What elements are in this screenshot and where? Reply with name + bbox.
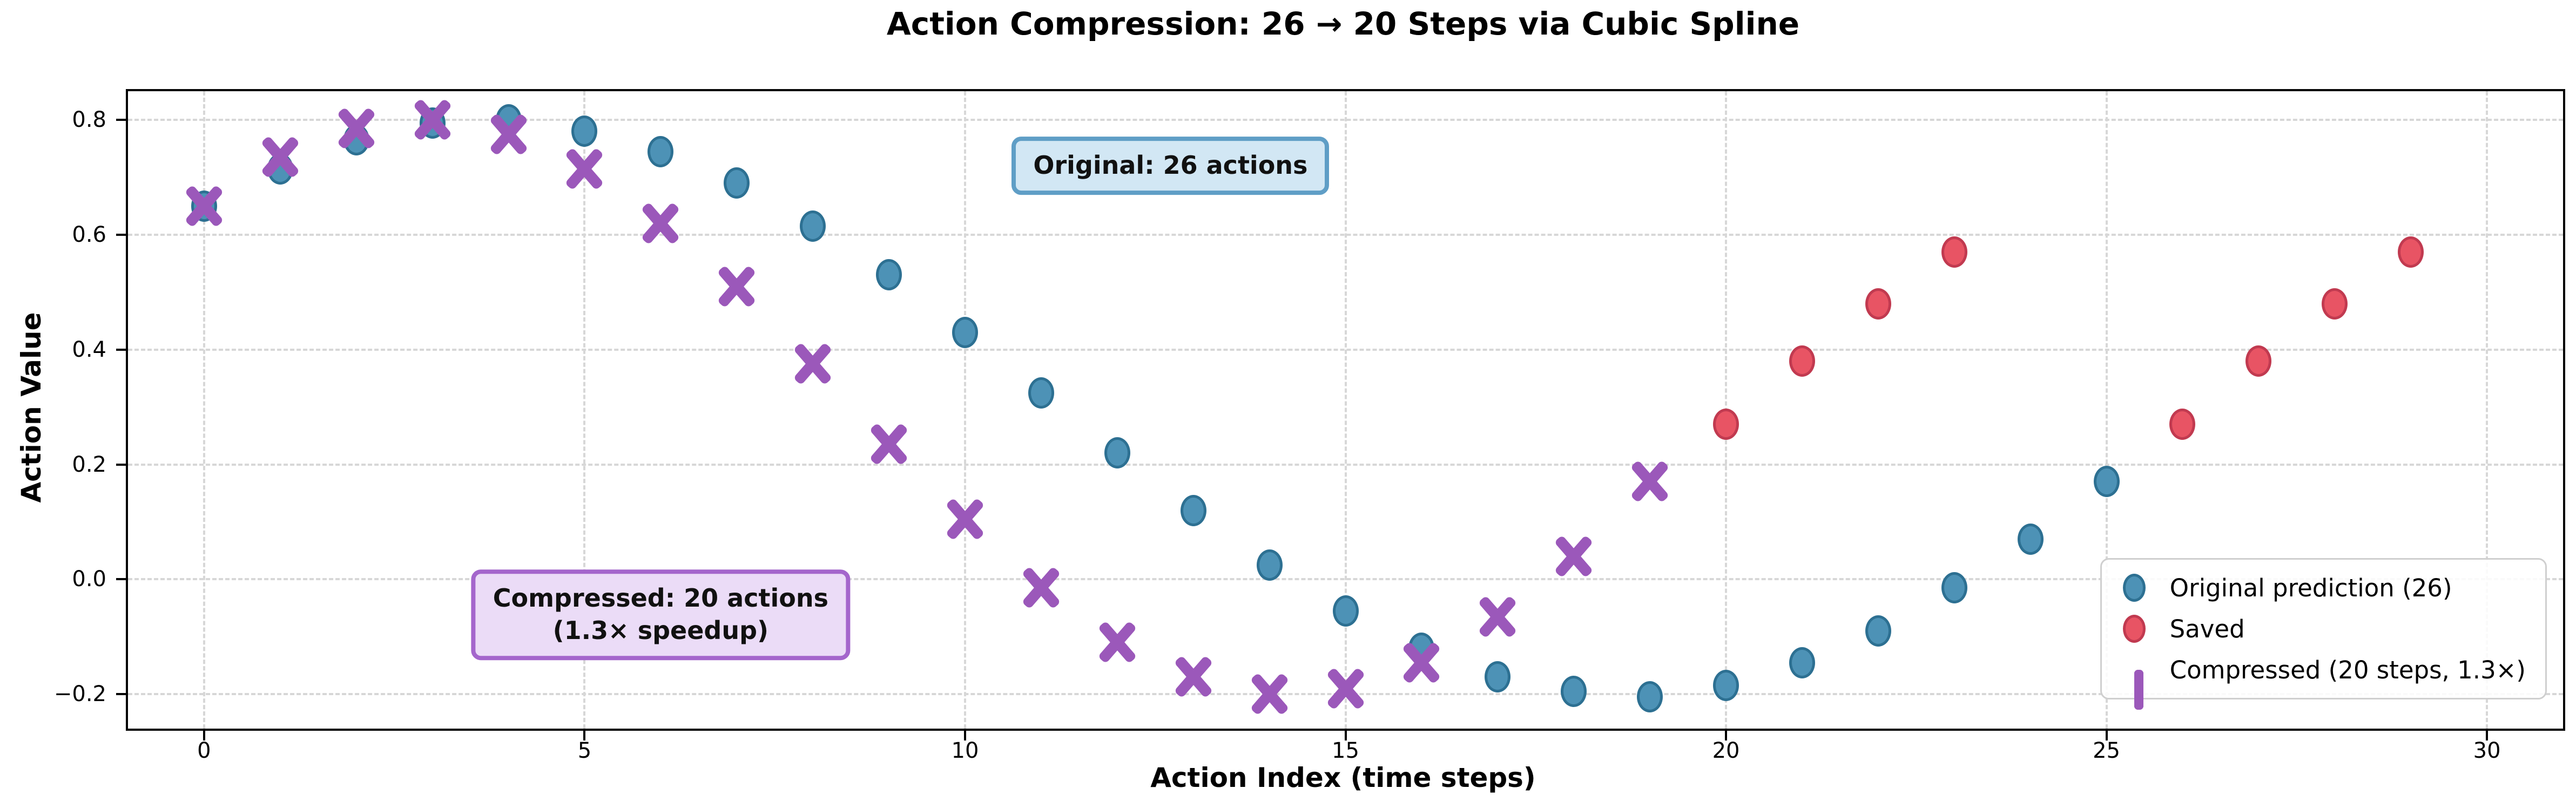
- y-tick-label: 0.4: [72, 337, 106, 362]
- data-point-compressed: [1021, 566, 1061, 610]
- x-tick-mark: [1344, 731, 1347, 740]
- data-point-original: [1637, 681, 1663, 713]
- data-point-original: [1789, 647, 1815, 678]
- y-tick-mark: [116, 578, 126, 581]
- data-point-compressed: [565, 147, 604, 191]
- data-point-saved: [1865, 288, 1891, 320]
- data-point-original: [1256, 549, 1283, 581]
- data-point-compressed: [489, 113, 528, 156]
- data-point-original: [876, 259, 902, 291]
- y-tick-mark: [116, 233, 126, 236]
- y-tick-mark: [116, 348, 126, 351]
- legend-entry-saved: Saved: [2115, 613, 2526, 645]
- annotation-original: Original: 26 actions: [1011, 137, 1330, 195]
- x-tick-mark: [2486, 731, 2489, 740]
- x-tick-mark: [2105, 731, 2108, 740]
- data-point-saved: [1789, 345, 1815, 377]
- chart-title: Action Compression: 26 → 20 Steps via Cu…: [886, 5, 1800, 42]
- x-tick-mark: [203, 731, 205, 740]
- data-point-original: [1028, 377, 1054, 409]
- data-point-compressed: [945, 497, 985, 541]
- y-tick-label: 0.0: [72, 567, 106, 592]
- x-tick-label: 15: [1332, 738, 1359, 763]
- x-tick-mark: [963, 731, 966, 740]
- data-point-original: [1332, 595, 1359, 627]
- x-tick-label: 10: [951, 738, 979, 763]
- y-tick-label: 0.2: [72, 452, 106, 477]
- data-point-saved: [1713, 409, 1739, 440]
- x-tick-label: 5: [577, 738, 592, 763]
- data-point-compressed: [1326, 667, 1365, 710]
- data-point-original: [800, 210, 826, 242]
- data-point-original: [2093, 466, 2120, 498]
- y-tick-mark: [116, 119, 126, 121]
- x-tick-mark: [1725, 731, 1728, 740]
- data-point-original: [1485, 661, 1511, 693]
- data-point-saved: [2169, 409, 2196, 440]
- data-point-compressed: [1174, 655, 1213, 699]
- y-tick-label: −0.2: [53, 682, 106, 707]
- data-point-compressed: [869, 423, 909, 466]
- data-point-original: [2017, 523, 2044, 555]
- data-point-original: [1865, 615, 1891, 647]
- data-point-compressed: [717, 264, 757, 308]
- data-point-original: [1561, 675, 1587, 707]
- annotation-compressed: Compressed: 20 actions (1.3× speedup): [471, 569, 850, 661]
- data-point-compressed: [1478, 595, 1518, 638]
- data-point-original: [648, 135, 674, 167]
- data-point-original: [1713, 670, 1739, 702]
- data-point-original: [1941, 572, 1967, 604]
- data-point-compressed: [413, 98, 453, 141]
- data-point-compressed: [793, 342, 833, 386]
- x-tick-label: 20: [1712, 738, 1740, 763]
- data-point-compressed: [1097, 621, 1137, 664]
- x-axis-label: Action Index (time steps): [1150, 762, 1536, 793]
- data-point-saved: [1941, 236, 1967, 268]
- data-point-original: [1180, 494, 1206, 526]
- legend-entry-compressed: Compressed (20 steps, 1.3×): [2115, 654, 2526, 710]
- data-point-saved: [2322, 288, 2348, 320]
- data-point-compressed: [1250, 672, 1290, 716]
- legend-entry-original: Original prediction (26): [2115, 572, 2526, 604]
- data-point-original: [1104, 437, 1130, 469]
- x-tick-mark: [583, 731, 586, 740]
- plot-area: Original: 26 actions Compressed: 20 acti…: [126, 89, 2565, 731]
- x-gridline: [963, 91, 966, 729]
- data-point-compressed: [1401, 641, 1441, 684]
- x-tick-label: 30: [2473, 738, 2501, 763]
- data-point-compressed: [184, 185, 224, 228]
- data-point-compressed: [336, 107, 376, 150]
- data-point-compressed: [640, 201, 680, 245]
- x-gridline: [2105, 91, 2108, 729]
- x-gridline: [583, 91, 586, 729]
- y-tick-label: 0.6: [72, 222, 106, 247]
- data-point-saved: [2398, 236, 2424, 268]
- data-point-saved: [2245, 345, 2272, 377]
- legend-label-saved: Saved: [2169, 614, 2245, 643]
- x-tick-label: 0: [197, 738, 211, 763]
- y-tick-mark: [116, 693, 126, 696]
- x-gridline: [2486, 91, 2489, 729]
- data-point-compressed: [260, 135, 300, 179]
- legend-label-original: Original prediction (26): [2169, 573, 2452, 602]
- x-gridline: [203, 91, 205, 729]
- data-point-original: [952, 316, 978, 348]
- y-tick-label: 0.8: [72, 107, 106, 133]
- x-tick-label: 25: [2093, 738, 2121, 763]
- legend-label-compressed: Compressed (20 steps, 1.3×): [2169, 655, 2526, 684]
- y-tick-mark: [116, 463, 126, 466]
- legend-marker-compressed-x-icon: [2115, 654, 2154, 710]
- data-point-compressed: [1630, 460, 1670, 504]
- legend: Original prediction (26) Saved Compresse…: [2100, 558, 2547, 710]
- data-point-original: [724, 167, 750, 199]
- legend-marker-original-circle-icon: [2115, 574, 2154, 602]
- data-point-compressed: [1554, 535, 1594, 578]
- legend-marker-saved-circle-icon: [2115, 615, 2154, 643]
- x-gridline: [1344, 91, 1347, 729]
- data-point-original: [571, 115, 598, 147]
